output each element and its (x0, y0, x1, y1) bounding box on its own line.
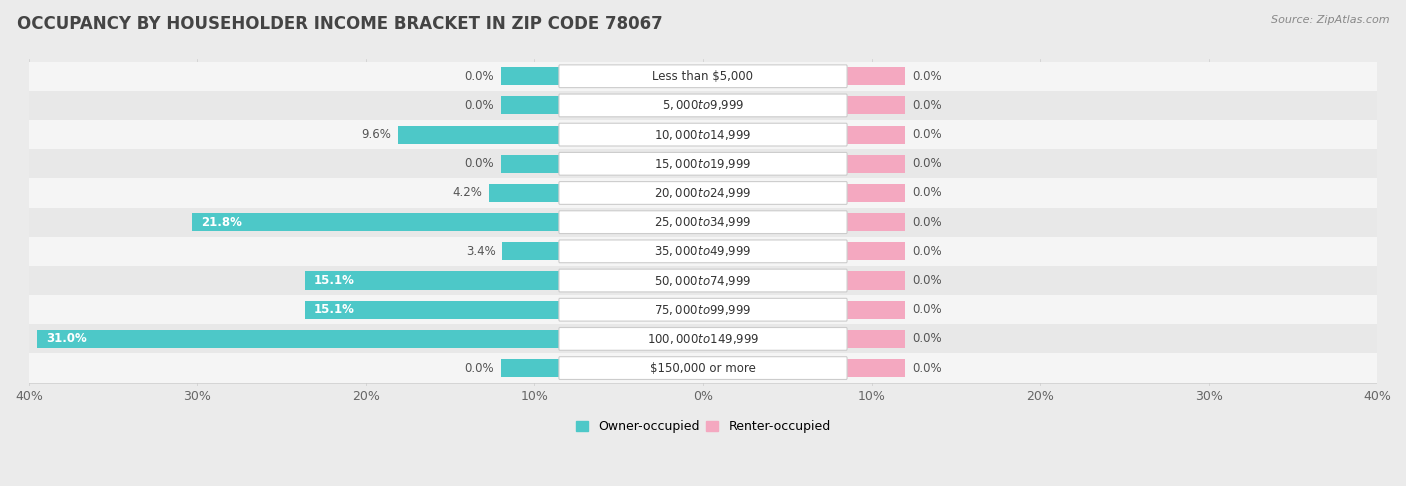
Text: 0.0%: 0.0% (912, 274, 942, 287)
FancyBboxPatch shape (0, 324, 1406, 353)
FancyBboxPatch shape (560, 94, 846, 117)
Bar (501, 67, 703, 86)
FancyBboxPatch shape (0, 178, 1406, 208)
FancyBboxPatch shape (0, 266, 1406, 295)
Bar (703, 243, 905, 260)
Text: 3.4%: 3.4% (465, 245, 496, 258)
Text: $5,000 to $9,999: $5,000 to $9,999 (662, 99, 744, 112)
Text: $100,000 to $149,999: $100,000 to $149,999 (647, 332, 759, 346)
Bar (38, 330, 703, 348)
Text: OCCUPANCY BY HOUSEHOLDER INCOME BRACKET IN ZIP CODE 78067: OCCUPANCY BY HOUSEHOLDER INCOME BRACKET … (17, 15, 662, 33)
Text: 0.0%: 0.0% (912, 157, 942, 170)
Text: 0.0%: 0.0% (912, 362, 942, 375)
FancyBboxPatch shape (0, 120, 1406, 149)
Text: $75,000 to $99,999: $75,000 to $99,999 (654, 303, 752, 317)
Bar (703, 213, 905, 231)
Bar (501, 96, 703, 115)
Bar (703, 272, 905, 290)
Bar (703, 184, 905, 202)
Text: $50,000 to $74,999: $50,000 to $74,999 (654, 274, 752, 288)
Text: $35,000 to $49,999: $35,000 to $49,999 (654, 244, 752, 259)
Bar (703, 359, 905, 377)
FancyBboxPatch shape (560, 240, 846, 263)
Bar (703, 67, 905, 86)
Text: $15,000 to $19,999: $15,000 to $19,999 (654, 157, 752, 171)
Text: 31.0%: 31.0% (46, 332, 87, 346)
Bar (305, 301, 703, 319)
FancyBboxPatch shape (560, 328, 846, 350)
Bar (501, 359, 703, 377)
Bar (502, 243, 703, 260)
Text: 15.1%: 15.1% (314, 303, 354, 316)
FancyBboxPatch shape (560, 298, 846, 321)
Text: 0.0%: 0.0% (912, 332, 942, 346)
Text: 0.0%: 0.0% (912, 216, 942, 229)
Bar (703, 301, 905, 319)
Text: 0.0%: 0.0% (464, 70, 494, 83)
Bar (193, 213, 703, 231)
Bar (501, 155, 703, 173)
FancyBboxPatch shape (0, 353, 1406, 382)
FancyBboxPatch shape (560, 269, 846, 292)
FancyBboxPatch shape (560, 182, 846, 205)
Text: 0.0%: 0.0% (912, 303, 942, 316)
Text: Source: ZipAtlas.com: Source: ZipAtlas.com (1271, 15, 1389, 25)
FancyBboxPatch shape (0, 62, 1406, 91)
Text: Less than $5,000: Less than $5,000 (652, 70, 754, 83)
FancyBboxPatch shape (0, 295, 1406, 324)
Text: 21.8%: 21.8% (201, 216, 242, 229)
Bar (305, 272, 703, 290)
Text: 15.1%: 15.1% (314, 274, 354, 287)
FancyBboxPatch shape (560, 153, 846, 175)
Text: 0.0%: 0.0% (912, 99, 942, 112)
FancyBboxPatch shape (0, 237, 1406, 266)
FancyBboxPatch shape (0, 208, 1406, 237)
Text: 4.2%: 4.2% (453, 187, 482, 199)
FancyBboxPatch shape (560, 123, 846, 146)
Bar (489, 184, 703, 202)
Bar (703, 125, 905, 144)
Bar (703, 96, 905, 115)
Bar (703, 155, 905, 173)
FancyBboxPatch shape (560, 357, 846, 380)
Text: 0.0%: 0.0% (464, 362, 494, 375)
Text: 0.0%: 0.0% (912, 187, 942, 199)
Bar (398, 125, 703, 144)
Text: 0.0%: 0.0% (464, 157, 494, 170)
Legend: Owner-occupied, Renter-occupied: Owner-occupied, Renter-occupied (571, 415, 835, 438)
Text: $20,000 to $24,999: $20,000 to $24,999 (654, 186, 752, 200)
Text: 9.6%: 9.6% (361, 128, 391, 141)
Text: $25,000 to $34,999: $25,000 to $34,999 (654, 215, 752, 229)
Text: 0.0%: 0.0% (912, 245, 942, 258)
Text: 0.0%: 0.0% (464, 99, 494, 112)
Text: 0.0%: 0.0% (912, 70, 942, 83)
Bar (703, 330, 905, 348)
FancyBboxPatch shape (0, 91, 1406, 120)
Text: 0.0%: 0.0% (912, 128, 942, 141)
Text: $150,000 or more: $150,000 or more (650, 362, 756, 375)
FancyBboxPatch shape (0, 149, 1406, 178)
FancyBboxPatch shape (560, 211, 846, 234)
FancyBboxPatch shape (560, 65, 846, 87)
Text: $10,000 to $14,999: $10,000 to $14,999 (654, 128, 752, 141)
